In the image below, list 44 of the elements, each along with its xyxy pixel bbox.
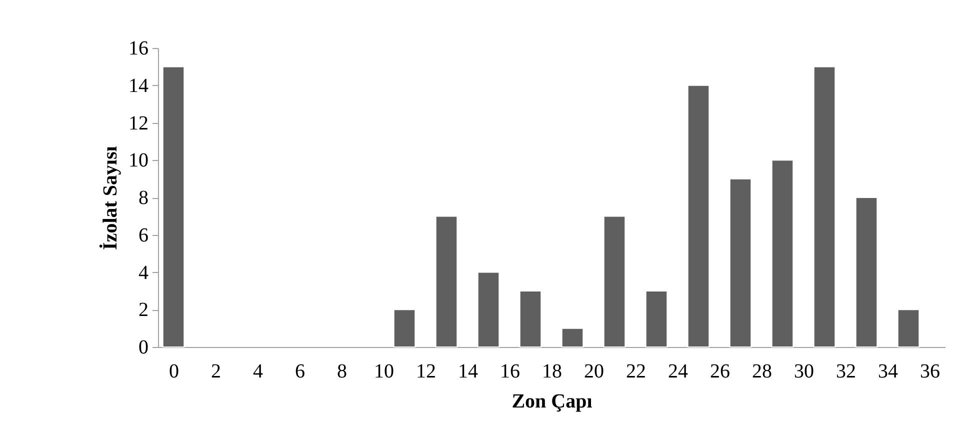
bar <box>519 290 542 348</box>
x-tick-label: 30 <box>794 360 814 382</box>
bar <box>729 178 752 348</box>
y-tick-label: 10 <box>128 150 148 172</box>
bar <box>162 66 185 348</box>
x-axis-title: Zon Çapı <box>512 390 593 412</box>
x-tick-label: 32 <box>836 360 856 382</box>
y-tick-label: 16 <box>128 38 148 60</box>
bar <box>813 66 836 348</box>
bar <box>855 197 878 348</box>
y-axis-title: İzolat Sayısı <box>98 146 122 250</box>
bar <box>603 216 626 348</box>
x-tick-label: 18 <box>542 360 562 382</box>
y-tick-label: 14 <box>128 74 148 97</box>
bar <box>561 328 584 348</box>
x-tick-label: 10 <box>374 360 394 382</box>
y-tick-label: 0 <box>138 336 148 358</box>
y-tick-label: 8 <box>138 187 148 209</box>
bar <box>771 160 794 348</box>
bar <box>393 309 416 348</box>
y-tick-label: 6 <box>138 224 148 246</box>
bar <box>435 216 458 348</box>
y-tick-label: 2 <box>138 299 148 322</box>
x-tick-label: 0 <box>169 360 179 382</box>
bar <box>645 290 668 348</box>
x-tick-label: 8 <box>337 360 347 382</box>
bar <box>897 309 920 348</box>
x-tick-label: 20 <box>584 360 604 382</box>
y-tick-label: 12 <box>128 112 148 134</box>
x-tick-label: 16 <box>500 360 520 382</box>
bar <box>477 272 500 348</box>
x-tick-label: 2 <box>211 360 221 382</box>
x-tick-label: 4 <box>253 360 263 382</box>
x-tick-label: 6 <box>295 360 305 382</box>
x-tick-label: 28 <box>752 360 772 382</box>
x-tick-label: 14 <box>458 360 478 382</box>
y-tick-label: 4 <box>138 262 148 284</box>
x-tick-label: 26 <box>710 360 730 382</box>
x-tick-label: 22 <box>626 360 646 382</box>
x-tick-label: 34 <box>878 360 898 382</box>
x-tick-label: 36 <box>920 360 940 382</box>
x-tick-label: 12 <box>416 360 436 382</box>
bar <box>687 84 710 348</box>
x-tick-label: 24 <box>668 360 688 382</box>
